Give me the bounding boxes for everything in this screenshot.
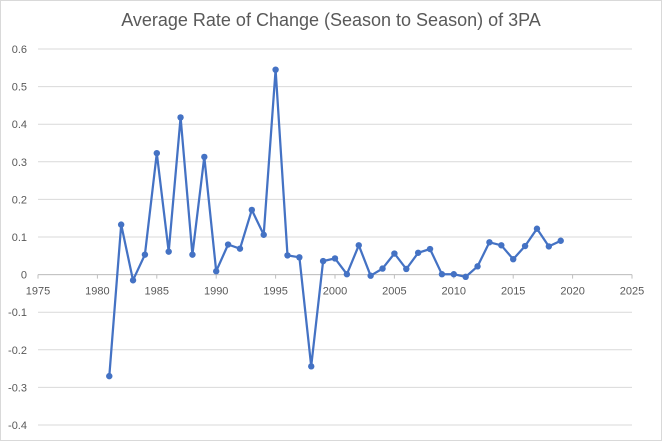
data-point [379, 265, 386, 272]
data-point [308, 363, 315, 370]
data-point [153, 149, 160, 157]
data-point [177, 114, 184, 121]
data-point [545, 243, 553, 250]
data-point [367, 272, 374, 279]
data-point [331, 255, 339, 262]
data-series [106, 66, 564, 380]
data-point [474, 263, 481, 270]
data-point [462, 273, 469, 281]
data-point [426, 245, 434, 253]
data-point [106, 372, 113, 380]
y-tick-label: 0.1 [12, 232, 27, 244]
data-point [403, 265, 410, 273]
data-point [201, 153, 208, 161]
y-tick-label: -0.4 [8, 420, 27, 432]
x-tick-label: 2010 [442, 286, 466, 298]
y-tick-label: 0.4 [12, 119, 27, 131]
data-point [213, 268, 220, 275]
data-point [391, 250, 398, 257]
data-point [248, 206, 256, 214]
data-point [414, 249, 422, 256]
x-tick-label: 1980 [85, 286, 109, 298]
y-tick-label: 0 [21, 270, 27, 282]
data-point [438, 271, 446, 278]
data-point [129, 277, 137, 284]
x-tick-label: 2025 [620, 286, 644, 298]
x-tick-label: 1985 [145, 286, 169, 298]
data-point [260, 231, 267, 238]
y-tick-label: 0.6 [12, 44, 27, 56]
data-point [498, 242, 505, 249]
data-point [272, 66, 279, 73]
x-tick-label: 1975 [26, 286, 50, 298]
data-point [319, 257, 327, 265]
x-tick-label: 2020 [560, 286, 584, 298]
y-tick-label: 0.2 [12, 194, 27, 206]
data-point [343, 271, 351, 278]
y-tick-label: 0.3 [12, 157, 27, 169]
chart-title: Average Rate of Change (Season to Season… [121, 10, 541, 30]
gridlines [37, 48, 633, 426]
data-point [521, 242, 529, 250]
y-tick-label: -0.2 [8, 345, 27, 357]
data-point [296, 254, 303, 261]
data-point [557, 237, 564, 244]
data-point [486, 239, 493, 246]
data-point [141, 251, 149, 258]
y-tick-label: -0.1 [8, 307, 27, 319]
data-point [284, 252, 291, 259]
y-tick-label: 0.5 [12, 82, 27, 94]
data-point [165, 248, 172, 255]
x-tick-label: 1995 [263, 286, 287, 298]
data-point [510, 255, 517, 263]
data-point [450, 271, 457, 278]
x-tick-label: 2015 [501, 286, 525, 298]
data-point [224, 241, 232, 248]
data-point [117, 221, 125, 228]
data-point [236, 245, 244, 252]
series-line [108, 68, 562, 377]
x-tick-label: 2000 [323, 286, 347, 298]
x-tick-label: 1990 [204, 286, 228, 298]
data-point [189, 251, 196, 258]
x-tick-label: 2005 [382, 286, 406, 298]
data-point [355, 242, 362, 249]
y-tick-label: -0.3 [8, 382, 27, 394]
data-point [533, 225, 541, 232]
axis-labels: -0.4 -0.3 -0.2 -0.1 0 0.1 0.2 0.3 0.4 0.5 0.6 1975 1… [8, 44, 644, 432]
